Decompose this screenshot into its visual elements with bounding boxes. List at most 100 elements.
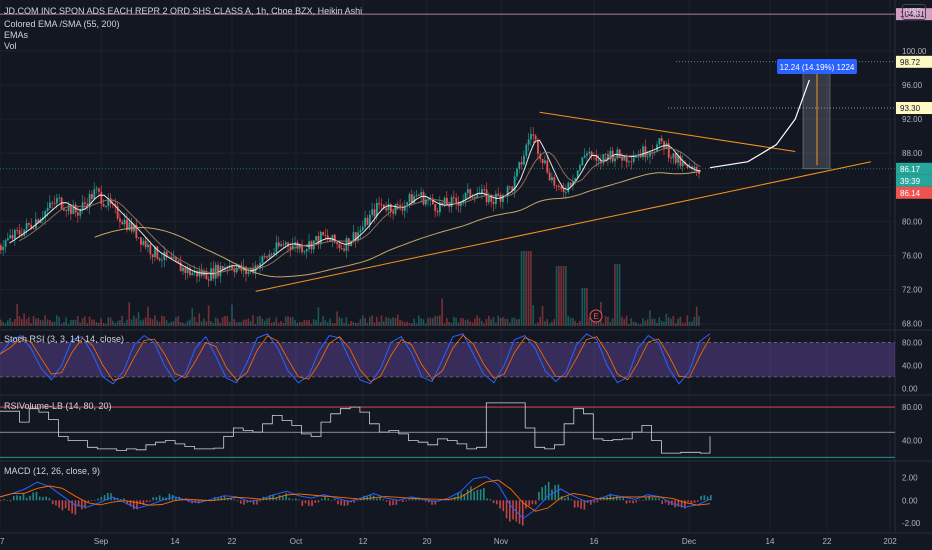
volume-bar bbox=[623, 319, 626, 326]
indicator-label-vol[interactable]: Vol bbox=[4, 41, 17, 51]
volume-bar bbox=[567, 315, 570, 326]
candle bbox=[270, 254, 273, 256]
macd-histogram-bar bbox=[521, 500, 524, 526]
candle bbox=[481, 189, 483, 194]
candle bbox=[424, 199, 427, 205]
macd-histogram-bar bbox=[684, 500, 686, 509]
macd-histogram-bar bbox=[648, 495, 651, 501]
candle bbox=[168, 256, 170, 258]
candle bbox=[359, 230, 362, 233]
volume-bar bbox=[544, 321, 546, 326]
volume-bar bbox=[693, 316, 696, 326]
volume-bar bbox=[562, 266, 565, 326]
volume-bar bbox=[224, 316, 226, 326]
price-label-level-2-background bbox=[896, 102, 932, 115]
candle bbox=[434, 204, 437, 211]
indicator-label-ema-sma[interactable]: Colored EMA /SMA (55, 200) bbox=[4, 19, 120, 29]
candle bbox=[142, 240, 145, 245]
volume-bar bbox=[420, 318, 422, 326]
rsi-volume-label[interactable]: RSIVolume-LB (14, 80, 20) bbox=[4, 401, 112, 411]
volume-bar bbox=[21, 319, 23, 326]
candle bbox=[198, 270, 201, 277]
volume-bar bbox=[44, 315, 46, 326]
volume-bar bbox=[576, 323, 579, 326]
macd-histogram-bar bbox=[110, 493, 112, 501]
candle bbox=[245, 266, 247, 275]
macd-histogram-bar bbox=[499, 500, 501, 509]
macd-histogram-bar bbox=[282, 496, 284, 501]
stoch-rsi-label[interactable]: Stoch RSI (3, 3, 14, 14, close) bbox=[4, 334, 125, 344]
volume-bar bbox=[86, 323, 88, 326]
candle bbox=[315, 236, 318, 241]
symbol-title[interactable]: JD.COM INC SPON ADS EACH REPR 2 ORD SHS … bbox=[4, 6, 363, 16]
volume-bar bbox=[548, 323, 551, 326]
macd-histogram-bar bbox=[395, 500, 398, 505]
volume-bar bbox=[81, 318, 84, 326]
macd-label[interactable]: MACD (12, 26, close, 9) bbox=[4, 466, 101, 476]
volume-bar bbox=[70, 320, 72, 326]
volume-bar bbox=[616, 264, 619, 326]
volume-bar bbox=[319, 321, 322, 326]
volume-bar bbox=[688, 322, 691, 326]
macd-histogram-bar bbox=[664, 500, 667, 503]
candle bbox=[460, 202, 462, 206]
macd-histogram-bar bbox=[29, 495, 31, 501]
volume-bar bbox=[207, 305, 210, 326]
volume-bar bbox=[233, 319, 236, 326]
candle bbox=[333, 234, 336, 243]
price-axis-tick: 68.00 bbox=[902, 320, 923, 329]
candle bbox=[126, 219, 128, 231]
macd-histogram-bar bbox=[541, 487, 544, 501]
candle bbox=[32, 228, 35, 230]
volume-bar bbox=[583, 288, 586, 326]
candle bbox=[95, 188, 98, 190]
macd-histogram-bar bbox=[243, 500, 245, 505]
volume-bar bbox=[133, 315, 135, 326]
currency-button[interactable]: USD bbox=[902, 4, 926, 20]
candle bbox=[37, 219, 40, 223]
time-axis-tick: 20 bbox=[423, 537, 432, 546]
macd-histogram-bar bbox=[444, 500, 446, 501]
candle bbox=[56, 198, 58, 204]
candle bbox=[135, 224, 138, 238]
volume-bar bbox=[436, 316, 439, 326]
macd-histogram-bar bbox=[106, 492, 109, 501]
volume-bar bbox=[443, 323, 446, 326]
candle bbox=[382, 204, 385, 209]
volume-bar bbox=[628, 323, 630, 326]
macd-histogram-bar bbox=[376, 498, 378, 501]
volume-bar bbox=[336, 311, 338, 326]
candle bbox=[282, 244, 285, 246]
volume-bar bbox=[28, 317, 30, 326]
volume-bar bbox=[79, 322, 81, 326]
macd-histogram-bar bbox=[317, 500, 320, 503]
volume-bar bbox=[91, 319, 93, 326]
volume-bar bbox=[439, 315, 441, 326]
macd-histogram-bar bbox=[16, 495, 18, 501]
macd-histogram-bar bbox=[470, 486, 472, 501]
candle bbox=[604, 154, 607, 155]
volume-bar bbox=[478, 318, 481, 326]
volume-bar bbox=[245, 319, 247, 326]
volume-bar bbox=[541, 306, 544, 326]
macd-histogram-bar bbox=[567, 496, 569, 501]
time-axis-tick: 22 bbox=[823, 537, 832, 546]
volume-bar bbox=[263, 320, 266, 326]
volume-bar bbox=[270, 322, 273, 326]
macd-histogram-bar bbox=[492, 500, 495, 504]
volume-bar bbox=[119, 320, 121, 326]
candle bbox=[14, 230, 16, 239]
volume-bar bbox=[333, 323, 336, 326]
volume-bar bbox=[469, 321, 471, 326]
indicator-label-emas[interactable]: EMAs bbox=[4, 30, 29, 40]
volume-bar bbox=[347, 323, 350, 326]
volume-bar bbox=[427, 318, 429, 326]
volume-bar bbox=[51, 321, 53, 326]
volume-bar bbox=[551, 321, 553, 326]
candle bbox=[268, 254, 271, 258]
earnings-marker-icon[interactable]: E bbox=[589, 309, 603, 323]
volume-bar bbox=[326, 322, 329, 326]
macd-histogram-bar bbox=[291, 499, 294, 501]
candle bbox=[336, 242, 339, 245]
